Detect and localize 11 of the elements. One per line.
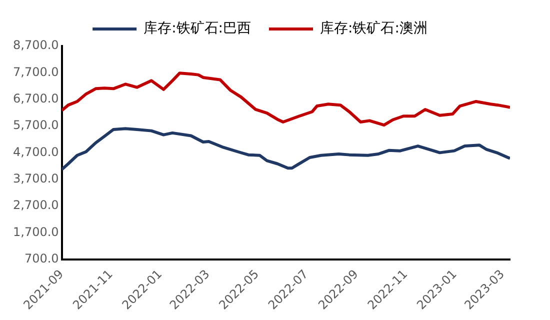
y-tick-label: 1,700.0 (12, 224, 59, 239)
y-tick-label: 5,700.0 (12, 118, 59, 132)
y-tick-label: 700.0 (24, 251, 59, 266)
y-tick-label: 2,700.0 (12, 198, 59, 212)
y-tick-label: 6,700.0 (12, 91, 59, 106)
y-tick-label: 8,700.0 (12, 38, 59, 52)
legend-label: 库存:铁矿石:巴西 (144, 20, 252, 37)
legend-label: 库存:铁矿石:澳洲 (320, 20, 428, 37)
y-tick-label: 7,700.0 (12, 64, 59, 79)
y-tick-label: 3,700.0 (12, 171, 59, 186)
y-tick-label: 4,700.0 (12, 144, 59, 159)
